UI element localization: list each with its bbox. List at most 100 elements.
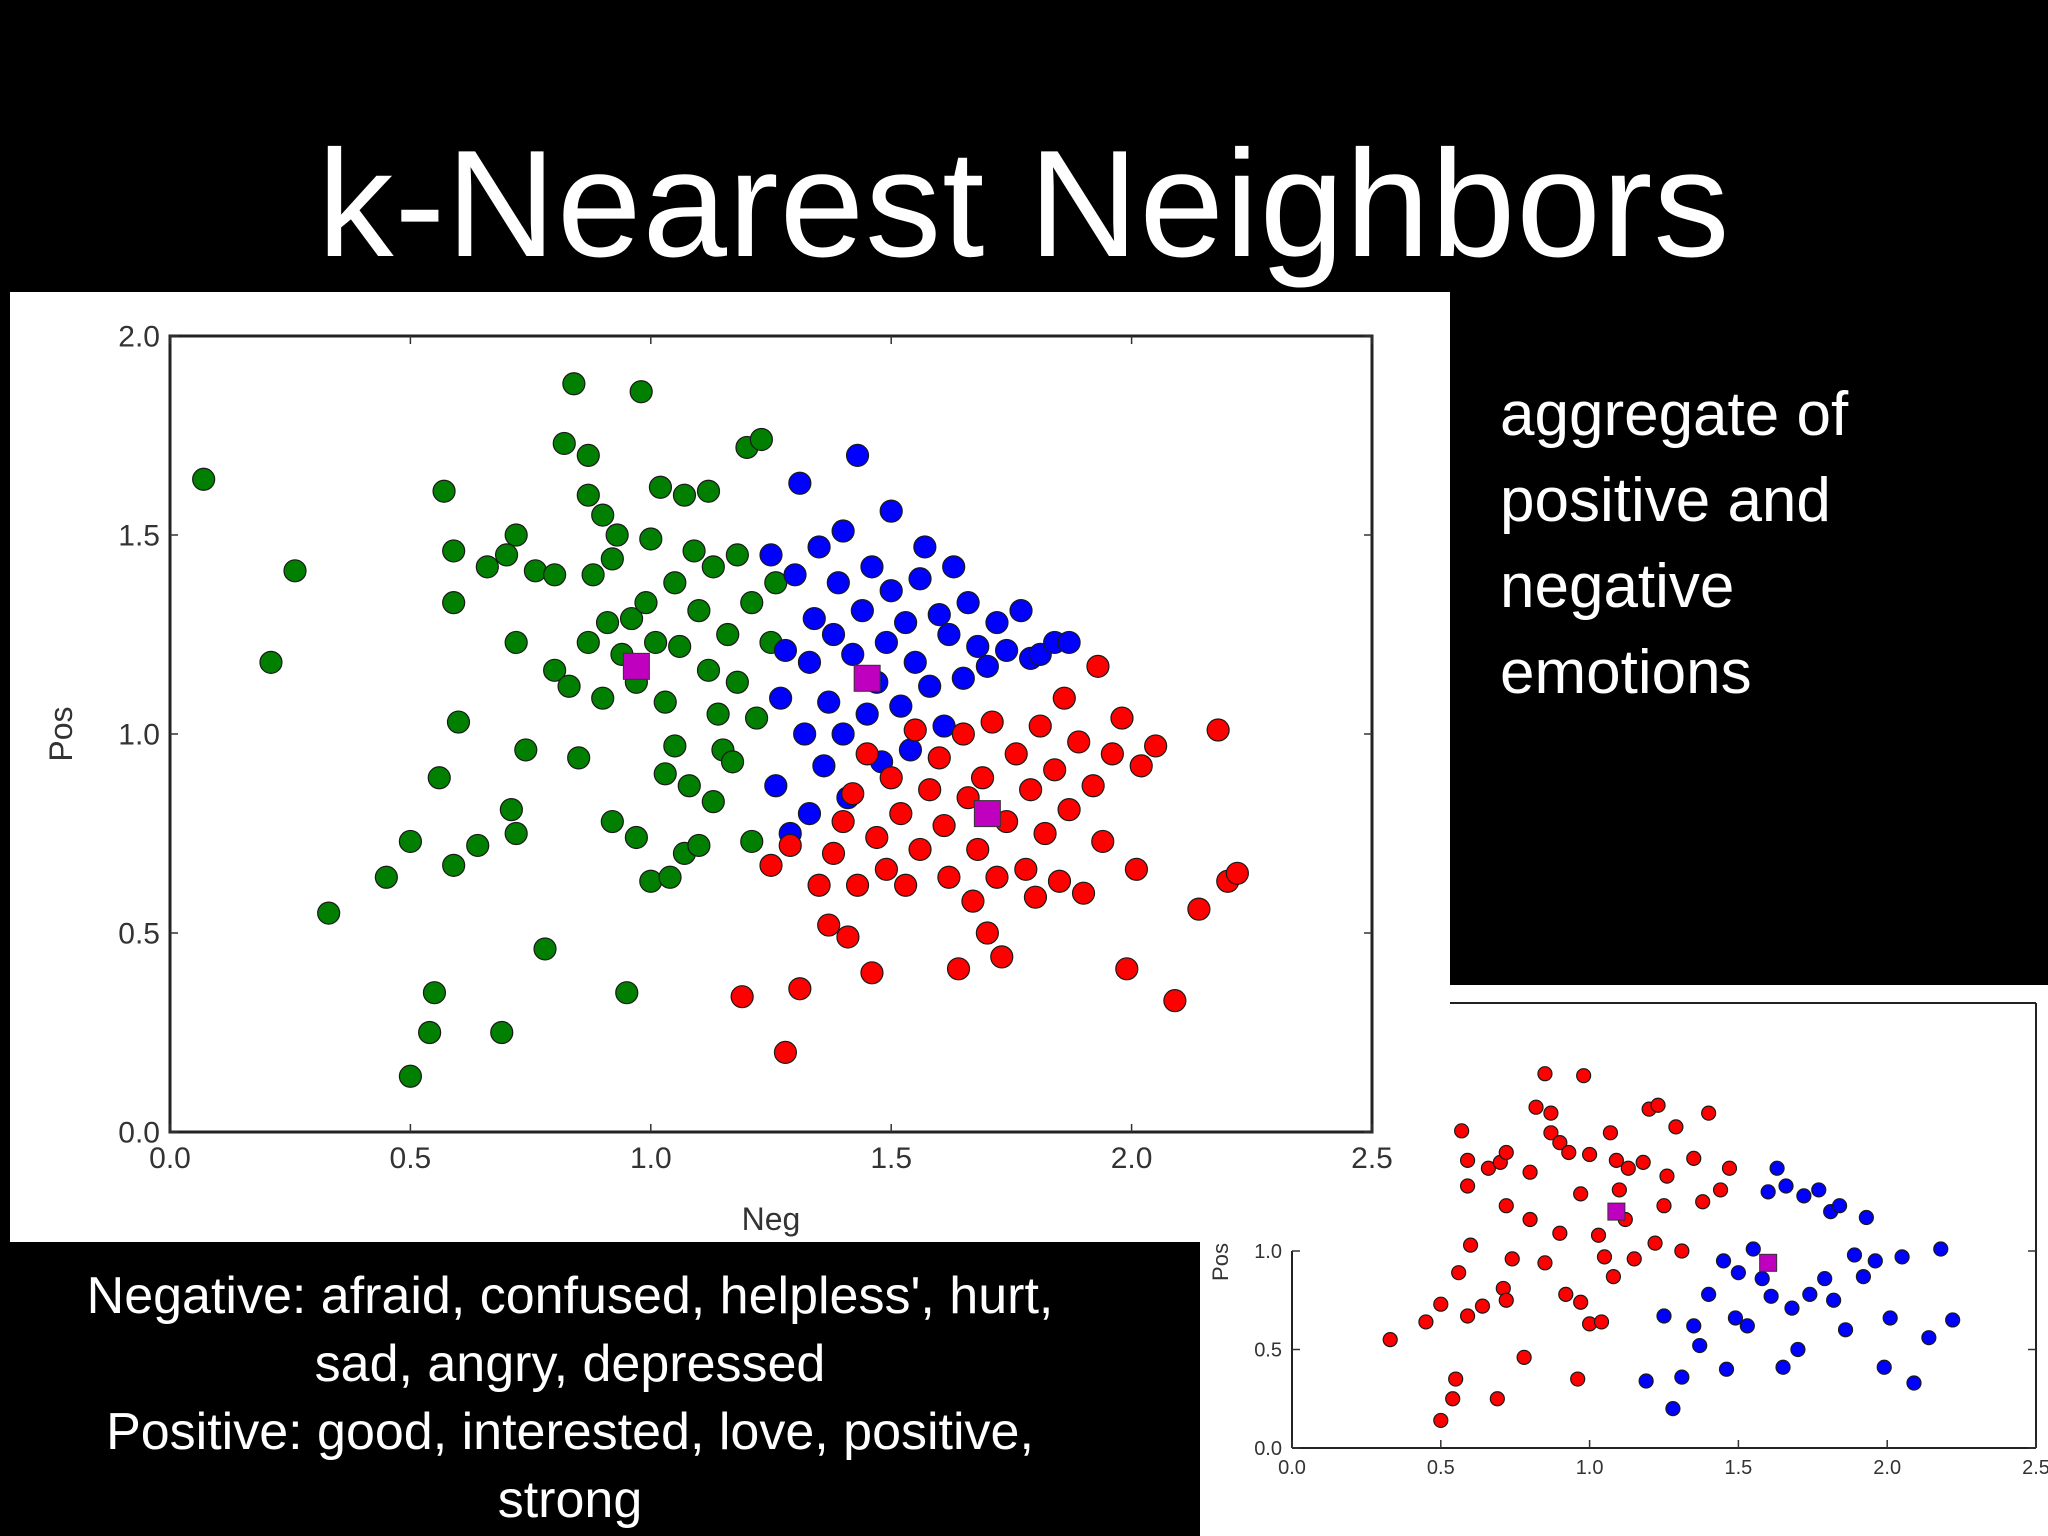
data-point bbox=[874, 857, 898, 881]
positive-words-line: Positive: good, interested, love, positi… bbox=[106, 1403, 1034, 1461]
data-point bbox=[889, 801, 913, 826]
data-point bbox=[701, 790, 725, 814]
data-point bbox=[980, 710, 1004, 734]
data-point bbox=[1659, 1168, 1675, 1184]
data-point bbox=[644, 630, 668, 655]
data-point bbox=[994, 638, 1019, 663]
x-tick-label: 2.0 bbox=[1111, 1142, 1153, 1175]
data-point bbox=[1489, 1391, 1505, 1407]
data-point bbox=[898, 738, 923, 762]
data-point bbox=[259, 650, 283, 674]
y-axis-label: Pos bbox=[43, 706, 79, 761]
inset-chart-corner bbox=[1200, 1242, 1450, 1536]
data-point bbox=[1504, 1251, 1520, 1267]
data-point bbox=[591, 686, 615, 710]
data-point bbox=[1882, 1310, 1898, 1326]
plot-frame bbox=[168, 334, 1374, 1134]
data-point bbox=[956, 786, 980, 810]
data-point bbox=[1945, 1312, 1961, 1328]
slide-title: k-Nearest Neighbors bbox=[317, 119, 1731, 289]
data-point bbox=[1605, 1269, 1622, 1285]
data-point bbox=[1665, 1400, 1681, 1417]
data-point bbox=[1067, 730, 1091, 754]
data-point bbox=[1573, 1186, 1589, 1202]
data-point bbox=[759, 853, 783, 877]
data-point bbox=[1775, 1359, 1791, 1375]
side-caption-line: aggregate of bbox=[1500, 380, 1849, 449]
data-point bbox=[773, 1040, 798, 1065]
data-point bbox=[1028, 714, 1052, 738]
data-point bbox=[1855, 1269, 1871, 1285]
data-point bbox=[889, 694, 913, 718]
data-point bbox=[903, 718, 927, 742]
data-point bbox=[879, 499, 903, 523]
data-point bbox=[1611, 1182, 1627, 1198]
data-point bbox=[1543, 1125, 1559, 1141]
data-point bbox=[1480, 1160, 1497, 1176]
centroid-marker bbox=[1759, 1253, 1778, 1272]
data-point bbox=[1727, 1310, 1744, 1326]
data-point bbox=[1635, 1154, 1651, 1170]
data-point bbox=[903, 650, 927, 674]
data-point bbox=[658, 865, 682, 889]
data-point bbox=[937, 622, 961, 647]
data-point bbox=[942, 555, 966, 579]
data-point bbox=[1570, 1371, 1586, 1387]
data-point bbox=[696, 658, 721, 682]
data-point bbox=[1163, 989, 1187, 1013]
data-point bbox=[706, 702, 730, 726]
data-point bbox=[446, 710, 471, 734]
side-caption-line: positive and bbox=[1500, 466, 1831, 535]
data-point bbox=[961, 889, 985, 913]
data-point bbox=[1739, 1318, 1755, 1334]
data-point bbox=[1674, 1243, 1690, 1259]
data-point bbox=[937, 865, 961, 889]
data-point bbox=[802, 606, 826, 631]
data-point bbox=[1730, 1265, 1747, 1281]
data-point bbox=[1522, 1164, 1538, 1180]
data-point bbox=[1498, 1292, 1514, 1308]
data-point bbox=[1115, 957, 1139, 981]
data-point bbox=[908, 567, 932, 591]
data-point bbox=[865, 825, 889, 850]
data-point bbox=[504, 523, 528, 547]
data-point bbox=[504, 821, 528, 846]
x-tick-label: 2.5 bbox=[2022, 1457, 2048, 1479]
data-point bbox=[1692, 1337, 1708, 1354]
data-point bbox=[1462, 1237, 1479, 1253]
data-point bbox=[567, 746, 591, 770]
data-point bbox=[966, 837, 990, 862]
data-point bbox=[841, 642, 865, 667]
x-tick-label: 0.5 bbox=[390, 1142, 432, 1175]
data-point bbox=[788, 977, 812, 1001]
data-point bbox=[442, 539, 466, 563]
data-point bbox=[1590, 1227, 1607, 1243]
data-point bbox=[1745, 1241, 1761, 1257]
emotion-word-list: Negative: afraid, confused, helpless', h… bbox=[0, 1262, 1140, 1534]
data-point bbox=[591, 503, 615, 527]
data-point bbox=[821, 622, 846, 647]
data-point bbox=[1576, 1068, 1592, 1084]
x-tick-label: 1.0 bbox=[630, 1142, 672, 1175]
series-cluster-red bbox=[730, 654, 1249, 1065]
x-tick-label: 0.0 bbox=[149, 1142, 191, 1175]
data-point bbox=[374, 865, 398, 889]
side-caption-line: negative bbox=[1500, 552, 1735, 621]
series-centroids bbox=[622, 652, 1001, 828]
data-point bbox=[855, 702, 879, 726]
data-point bbox=[398, 1064, 422, 1088]
data-point bbox=[826, 571, 850, 595]
data-point bbox=[1474, 1298, 1491, 1314]
data-point bbox=[663, 571, 687, 595]
centroid-marker bbox=[973, 800, 1001, 828]
data-point bbox=[927, 602, 951, 627]
data-point bbox=[1552, 1225, 1568, 1241]
data-point bbox=[1656, 1308, 1672, 1324]
data-point bbox=[1790, 1341, 1806, 1358]
data-point bbox=[562, 372, 586, 396]
data-point bbox=[807, 873, 831, 897]
data-point bbox=[773, 638, 798, 663]
data-point bbox=[1608, 1152, 1624, 1168]
data-point bbox=[1091, 829, 1115, 854]
data-point bbox=[1754, 1270, 1770, 1287]
